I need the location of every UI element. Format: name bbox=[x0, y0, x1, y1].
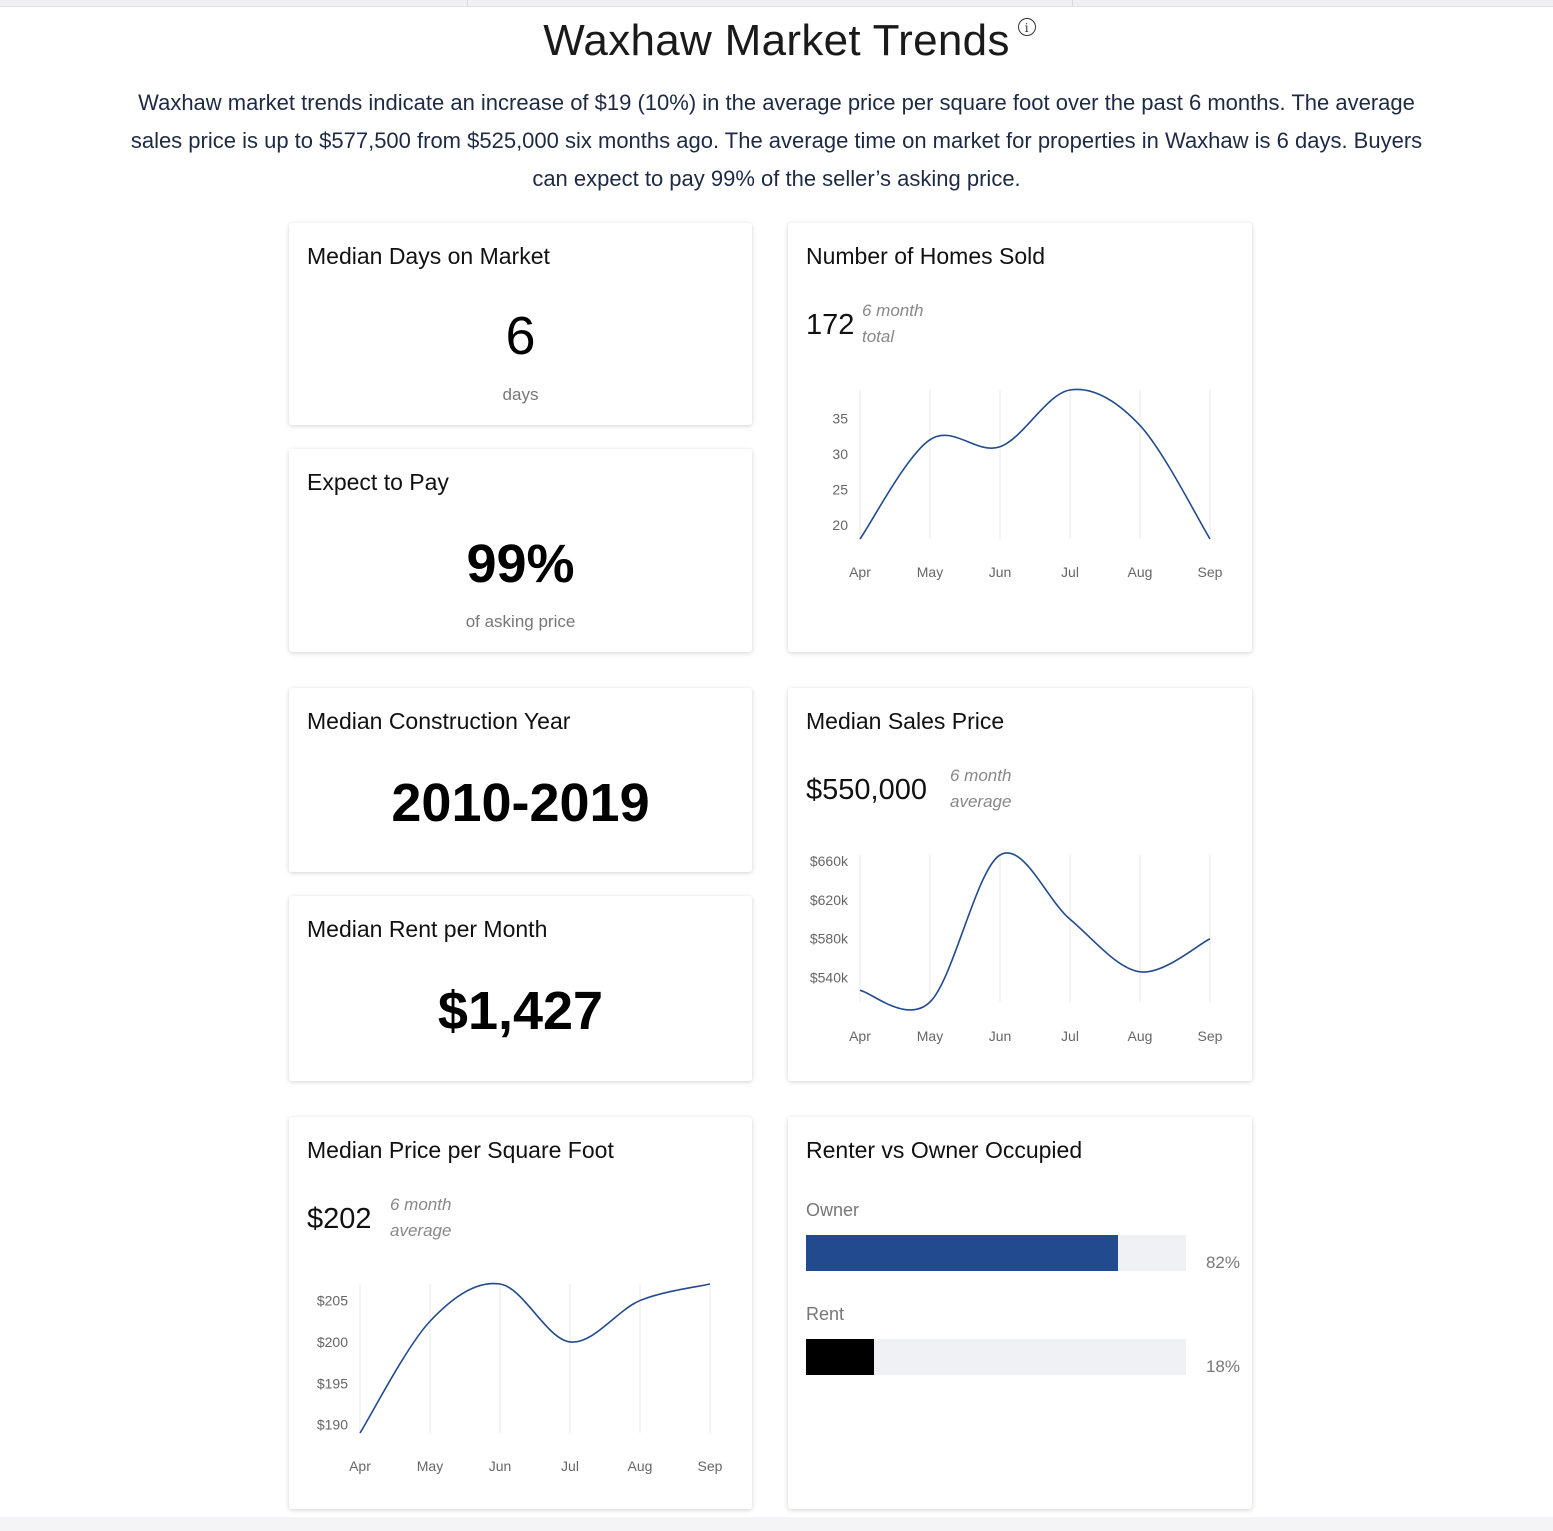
rent-percent: 18% bbox=[1205, 1357, 1240, 1376]
x-tick-label: May bbox=[417, 1458, 443, 1474]
caption-line: 6 month bbox=[862, 301, 924, 320]
rent-bar-track bbox=[806, 1339, 1186, 1375]
homes-sold-card: Number of Homes Sold 172 6 month total 2… bbox=[788, 223, 1252, 652]
page-title: Waxhaw Market Trends i bbox=[0, 16, 1553, 66]
page-title-wrapper: Waxhaw Market Trends i bbox=[543, 16, 1036, 65]
rent-value: $1,427 bbox=[437, 981, 604, 1041]
y-tick-label: $580k bbox=[810, 931, 849, 947]
x-tick-label: Jun bbox=[989, 564, 1012, 580]
bottom-strip bbox=[0, 1517, 1553, 1531]
y-tick-label: 35 bbox=[832, 410, 848, 426]
price-sqft-card: Median Price per Square Foot $202 6 mont… bbox=[289, 1117, 752, 1509]
homes-sold-caption: 6 month total bbox=[862, 298, 942, 350]
x-tick-label: Apr bbox=[349, 1458, 371, 1474]
days-on-market-unit: days bbox=[502, 385, 539, 404]
caption-line: total bbox=[862, 327, 895, 346]
caption-line: 6 month bbox=[390, 1195, 452, 1214]
caption-line: average bbox=[390, 1221, 452, 1240]
x-tick-label: Jun bbox=[989, 1028, 1012, 1044]
sales-price-card: Median Sales Price $550,000 6 month aver… bbox=[788, 688, 1252, 1081]
card-title: Renter vs Owner Occupied bbox=[806, 1137, 1083, 1163]
x-tick-label: Jul bbox=[561, 1458, 579, 1474]
tab-divider bbox=[1072, 0, 1073, 6]
y-tick-label: $660k bbox=[810, 853, 849, 869]
owner-bar-fill bbox=[806, 1235, 1118, 1271]
sales-price-chart: $540k $580k $620k $660k Apr May Jun Jul Aug Sep bbox=[810, 852, 1223, 1044]
card-title: Median Price per Square Foot bbox=[307, 1137, 614, 1163]
tab-divider bbox=[467, 0, 468, 6]
rent-bar-fill bbox=[806, 1339, 875, 1375]
info-icon[interactable]: i bbox=[1017, 18, 1036, 36]
homes-sold-chart: 20 25 30 35 Apr May Jun Jul Aug Sep bbox=[832, 388, 1223, 580]
caption-line: 6 month bbox=[950, 766, 1012, 785]
x-tick-label: Sep bbox=[1198, 564, 1223, 580]
x-tick-label: Apr bbox=[849, 564, 871, 580]
days-on-market-card: Median Days on Market 6 days bbox=[289, 223, 752, 425]
x-tick-label: Jun bbox=[489, 1458, 512, 1474]
y-tick-label: $540k bbox=[810, 970, 849, 986]
x-tick-label: May bbox=[917, 1028, 943, 1044]
series-line bbox=[859, 388, 1211, 540]
occupancy-card: Renter vs Owner Occupied Owner 82% Rent … bbox=[788, 1117, 1252, 1509]
price-sqft-caption: 6 month average bbox=[390, 1192, 470, 1244]
card-title: Number of Homes Sold bbox=[806, 243, 1046, 269]
owner-percent: 82% bbox=[1205, 1253, 1240, 1272]
card-title: Expect to Pay bbox=[307, 469, 449, 495]
x-tick-label: Aug bbox=[628, 1458, 653, 1474]
owner-bar-track bbox=[806, 1235, 1186, 1271]
series-line bbox=[859, 852, 1211, 1011]
x-tick-label: Sep bbox=[698, 1458, 723, 1474]
page-title-text: Waxhaw Market Trends bbox=[543, 16, 1010, 65]
y-tick-label: 20 bbox=[832, 517, 848, 533]
homes-sold-value: 172 bbox=[806, 309, 855, 341]
card-title: Median Rent per Month bbox=[307, 916, 548, 942]
x-tick-label: Aug bbox=[1128, 1028, 1153, 1044]
sales-price-value: $550,000 bbox=[806, 774, 927, 806]
y-tick-label: $620k bbox=[810, 892, 849, 908]
price-sqft-chart: $190 $195 $200 $205 Apr May Jun Jul Aug Sep bbox=[317, 1282, 723, 1474]
days-on-market-value: 6 bbox=[505, 306, 536, 366]
x-tick-label: Apr bbox=[849, 1028, 871, 1044]
construction-year-value: 2010-2019 bbox=[391, 773, 650, 833]
x-tick-label: May bbox=[917, 564, 943, 580]
y-tick-label: $190 bbox=[317, 1417, 348, 1433]
expect-to-pay-caption: of asking price bbox=[465, 612, 576, 631]
owner-label: Owner bbox=[806, 1200, 860, 1220]
series-line bbox=[359, 1282, 711, 1434]
y-tick-label: 30 bbox=[832, 446, 848, 462]
x-tick-label: Sep bbox=[1198, 1028, 1223, 1044]
x-tick-label: Aug bbox=[1128, 564, 1153, 580]
expect-to-pay-card: Expect to Pay 99% of asking price bbox=[289, 449, 752, 652]
card-title: Median Sales Price bbox=[806, 708, 1005, 734]
construction-year-card: Median Construction Year 2010-2019 bbox=[289, 688, 752, 872]
caption-line: average bbox=[950, 792, 1012, 811]
market-summary: Waxhaw market trends indicate an increas… bbox=[130, 90, 1423, 191]
rent-card: Median Rent per Month $1,427 bbox=[289, 896, 752, 1081]
y-tick-label: $195 bbox=[317, 1375, 348, 1391]
y-tick-label: $205 bbox=[317, 1293, 348, 1309]
card-title: Median Construction Year bbox=[307, 708, 571, 734]
top-strip bbox=[0, 0, 1553, 7]
y-tick-label: $200 bbox=[317, 1334, 348, 1350]
rent-label: Rent bbox=[806, 1304, 845, 1324]
y-tick-label: 25 bbox=[832, 481, 848, 497]
x-tick-label: Jul bbox=[1061, 1028, 1079, 1044]
expect-to-pay-value: 99% bbox=[466, 534, 575, 594]
sales-price-caption: 6 month average bbox=[950, 763, 1030, 815]
x-tick-label: Jul bbox=[1061, 564, 1079, 580]
card-title: Median Days on Market bbox=[307, 243, 550, 269]
price-sqft-value: $202 bbox=[307, 1203, 372, 1235]
